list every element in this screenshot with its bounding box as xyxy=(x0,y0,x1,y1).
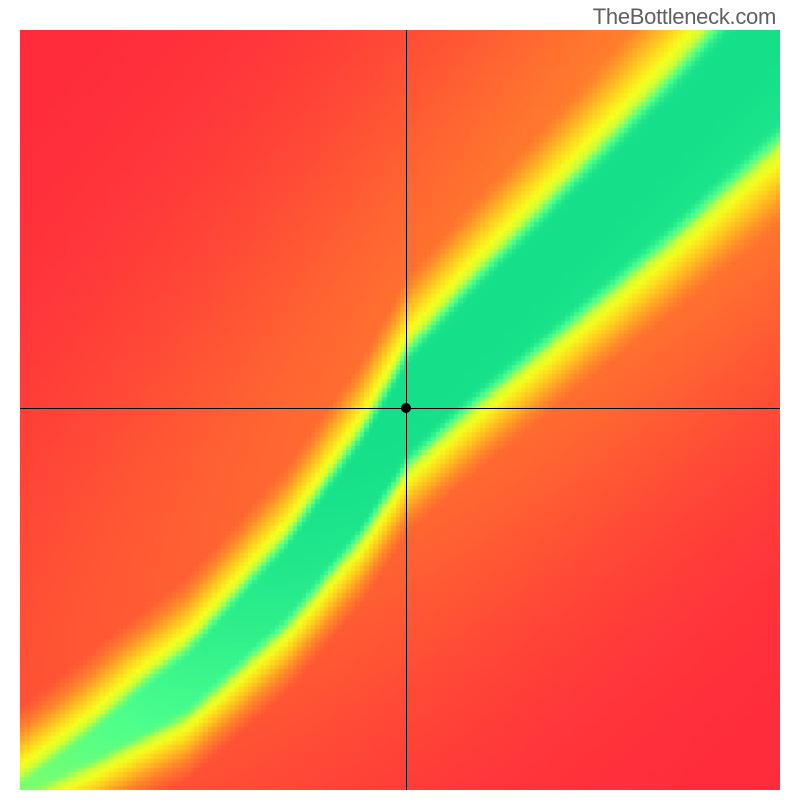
heatmap-chart xyxy=(20,30,780,790)
watermark-text: TheBottleneck.com xyxy=(593,4,776,30)
focus-point-marker xyxy=(401,403,411,413)
